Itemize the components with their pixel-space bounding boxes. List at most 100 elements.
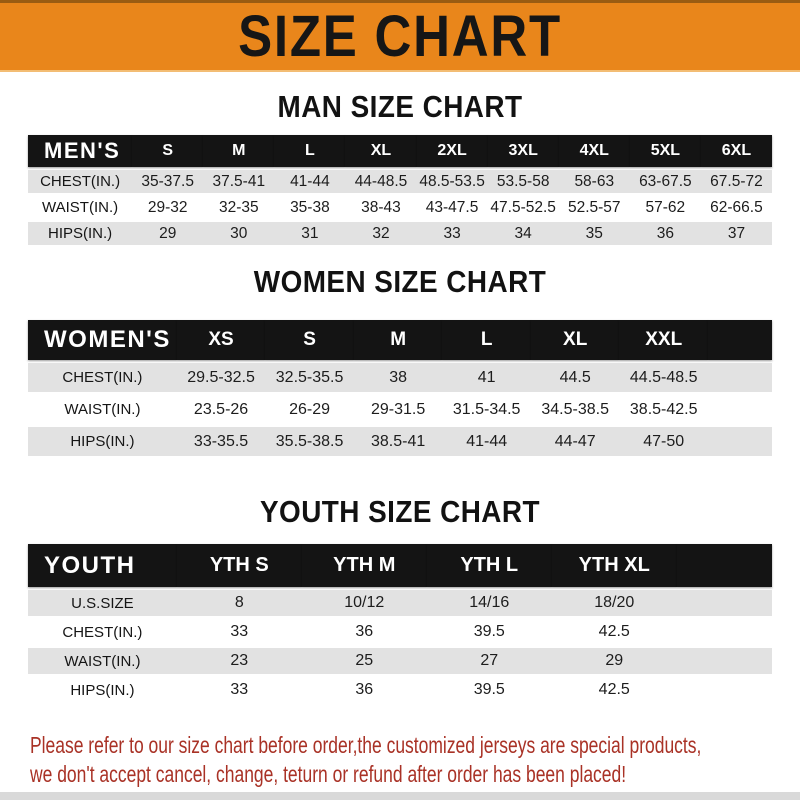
row-label: HIPS(IN.) (28, 677, 177, 703)
table-row-hips: HIPS(IN.) 33-35.5 35.5-38.5 38.5-41 41-4… (28, 427, 772, 456)
size-value-cell: 58-63 (558, 170, 630, 193)
size-value-cell: 63-67.5 (629, 170, 701, 193)
size-col-header: S (265, 320, 354, 360)
table-row-hips: HIPS(IN.) 33 36 39.5 42.5 (28, 677, 772, 703)
size-col-header: XL (345, 135, 417, 167)
size-value-cell: 47.5-52.5 (487, 196, 559, 219)
size-col-header: YTH S (176, 544, 302, 587)
spacer-cell (676, 544, 772, 587)
size-col-header: YTH M (301, 544, 427, 587)
size-value-cell: 29 (132, 222, 204, 245)
size-value-cell: 38-43 (345, 196, 417, 219)
size-col-header: XXL (619, 320, 708, 360)
size-value-cell: 30 (203, 222, 275, 245)
spacer-cell (707, 320, 772, 360)
men-size-section: MAN SIZE CHART MEN'S S M L XL 2XL 3XL 4X… (0, 87, 800, 248)
women-size-table: WOMEN'S XS S M L XL XXL CHEST(IN.) 29.5-… (28, 317, 772, 459)
size-value-cell: 35-37.5 (132, 170, 204, 193)
women-section-title: WOMEN SIZE CHART (253, 264, 547, 299)
youth-size-table: YOUTH YTH S YTH M YTH L YTH XL U.S.SIZE … (28, 541, 772, 706)
size-col-header: XS (176, 320, 266, 360)
table-row-chest: CHEST(IN.) 33 36 39.5 42.5 (28, 619, 772, 645)
spacer-cell (676, 648, 772, 674)
size-value-cell: 67.5-72 (700, 170, 772, 193)
size-value-cell: 44.5 (530, 363, 620, 392)
size-value-cell: 33 (176, 677, 302, 703)
size-value-cell: 42.5 (551, 619, 677, 645)
spacer-cell (707, 363, 772, 392)
size-value-cell: 39.5 (426, 619, 552, 645)
size-col-header: 6XL (700, 135, 772, 167)
size-value-cell: 29.5-32.5 (176, 363, 266, 392)
spacer-cell (707, 427, 772, 456)
size-col-header: YTH XL (551, 544, 677, 587)
row-label: HIPS(IN.) (28, 222, 133, 245)
size-value-cell: 44-47 (530, 427, 620, 456)
row-label: CHEST(IN.) (28, 363, 177, 392)
size-col-header: YTH L (426, 544, 552, 587)
footer-note-line2: we don't accept cancel, change, teturn o… (30, 761, 627, 787)
spacer-cell (707, 395, 772, 424)
women-size-section: WOMEN SIZE CHART WOMEN'S XS S M L XL XXL… (0, 262, 800, 459)
size-value-cell: 14/16 (426, 590, 552, 616)
table-row-ussize: U.S.SIZE 8 10/12 14/16 18/20 (28, 590, 772, 616)
size-value-cell: 47-50 (619, 427, 708, 456)
size-col-header: XL (530, 320, 620, 360)
size-value-cell: 8 (176, 590, 302, 616)
table-row-waist: WAIST(IN.) 29-32 32-35 35-38 38-43 43-47… (28, 196, 772, 219)
size-value-cell: 36 (629, 222, 701, 245)
size-col-header: 5XL (629, 135, 701, 167)
size-value-cell: 23 (176, 648, 302, 674)
size-value-cell: 53.5-58 (487, 170, 559, 193)
size-value-cell: 31 (274, 222, 346, 245)
size-value-cell: 27 (426, 648, 552, 674)
youth-section-title: YOUTH SIZE CHART (259, 494, 541, 529)
size-value-cell: 38.5-41 (353, 427, 443, 456)
size-value-cell: 33 (176, 619, 302, 645)
size-value-cell: 62-66.5 (700, 196, 772, 219)
youth-size-section: YOUTH SIZE CHART YOUTH YTH S YTH M YTH L… (0, 492, 800, 706)
size-value-cell: 42.5 (551, 677, 677, 703)
size-value-cell: 38 (353, 363, 443, 392)
size-value-cell: 26-29 (265, 395, 354, 424)
size-value-cell: 10/12 (301, 590, 427, 616)
row-label: CHEST(IN.) (28, 619, 177, 645)
spacer-cell (676, 677, 772, 703)
size-value-cell: 35 (558, 222, 630, 245)
size-value-cell: 31.5-34.5 (442, 395, 531, 424)
row-label: WAIST(IN.) (28, 395, 177, 424)
size-value-cell: 29-31.5 (353, 395, 443, 424)
size-value-cell: 36 (301, 677, 427, 703)
size-value-cell: 23.5-26 (176, 395, 266, 424)
size-value-cell: 57-62 (629, 196, 701, 219)
size-value-cell: 48.5-53.5 (416, 170, 488, 193)
size-value-cell: 33-35.5 (176, 427, 266, 456)
size-value-cell: 18/20 (551, 590, 677, 616)
row-label: HIPS(IN.) (28, 427, 177, 456)
size-value-cell: 43-47.5 (416, 196, 488, 219)
size-value-cell: 37 (700, 222, 772, 245)
size-value-cell: 34 (487, 222, 559, 245)
size-value-cell: 38.5-42.5 (619, 395, 708, 424)
size-col-header: 2XL (416, 135, 488, 167)
row-label: WAIST(IN.) (28, 196, 133, 219)
youth-header-row: YOUTH YTH S YTH M YTH L YTH XL (28, 544, 772, 587)
row-label: WAIST(IN.) (28, 648, 177, 674)
size-value-cell: 37.5-41 (203, 170, 275, 193)
size-col-header: S (132, 135, 204, 167)
size-col-header: L (274, 135, 346, 167)
size-value-cell: 41 (442, 363, 531, 392)
size-value-cell: 41-44 (274, 170, 346, 193)
footer-note-line1: Please refer to our size chart before or… (30, 732, 702, 758)
table-row-waist: WAIST(IN.) 23.5-26 26-29 29-31.5 31.5-34… (28, 395, 772, 424)
men-size-table: MEN'S S M L XL 2XL 3XL 4XL 5XL 6XL CHEST… (28, 132, 772, 248)
size-value-cell: 36 (301, 619, 427, 645)
table-row-chest: CHEST(IN.) 35-37.5 37.5-41 41-44 44-48.5… (28, 170, 772, 193)
table-row-chest: CHEST(IN.) 29.5-32.5 32.5-35.5 38 41 44.… (28, 363, 772, 392)
row-label: U.S.SIZE (28, 590, 177, 616)
row-label: CHEST(IN.) (28, 170, 133, 193)
youth-corner-label: YOUTH (28, 544, 177, 587)
size-value-cell: 44.5-48.5 (619, 363, 708, 392)
size-value-cell: 29 (551, 648, 677, 674)
bottom-strip (0, 792, 800, 800)
